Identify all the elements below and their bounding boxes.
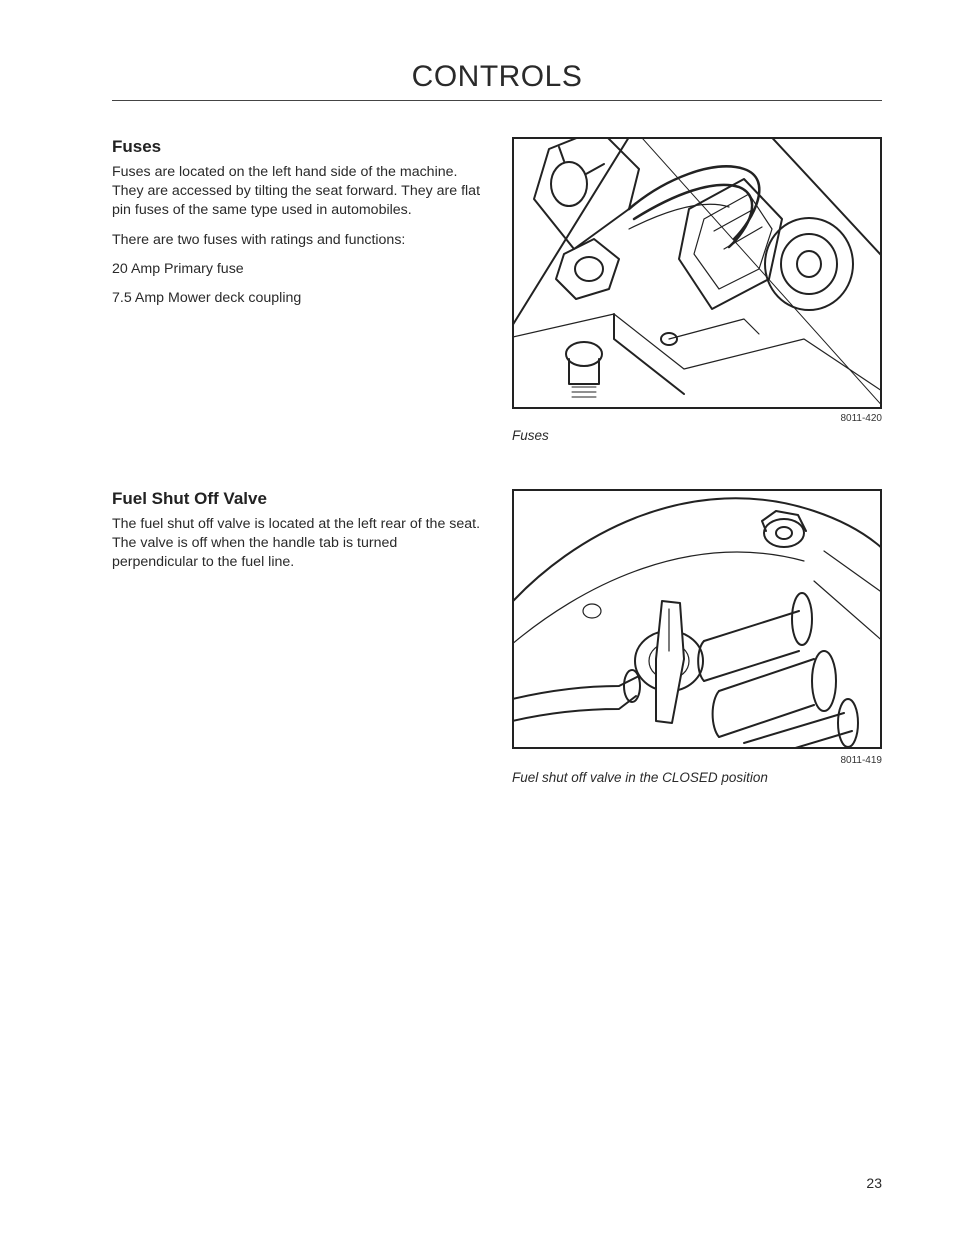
fuses-p3: 20 Amp Primary fuse (112, 260, 482, 279)
fuses-text-column: Fuses Fuses are located on the left hand… (112, 137, 482, 443)
page-title: CONTROLS (112, 60, 882, 94)
fuel-valve-text-column: Fuel Shut Off Valve The fuel shut off va… (112, 489, 482, 785)
fuses-p4: 7.5 Amp Mower deck coupling (112, 289, 482, 308)
fuses-p2: There are two fuses with ratings and fun… (112, 231, 482, 250)
page: CONTROLS Fuses Fuses are located on the … (0, 0, 954, 1235)
page-number: 23 (866, 1175, 882, 1191)
fuses-figure (512, 137, 882, 409)
fuel-valve-p1: The fuel shut off valve is located at th… (112, 515, 482, 573)
fuses-figure-caption: Fuses (512, 428, 882, 443)
fuses-heading: Fuses (112, 137, 482, 157)
fuses-figure-column: 8011-420 Fuses (512, 137, 882, 443)
fuel-valve-figure-column: 8011-419 Fuel shut off valve in the CLOS… (512, 489, 882, 785)
section-fuel-valve: Fuel Shut Off Valve The fuel shut off va… (112, 489, 882, 785)
fuel-valve-drawing-icon (514, 491, 882, 749)
fuel-valve-heading: Fuel Shut Off Valve (112, 489, 482, 509)
fuses-drawing-icon (514, 139, 882, 409)
fuel-valve-figure-number: 8011-419 (512, 755, 882, 766)
fuel-valve-figure-caption: Fuel shut off valve in the CLOSED positi… (512, 770, 882, 785)
fuses-p1: Fuses are located on the left hand side … (112, 163, 482, 221)
section-fuses: Fuses Fuses are located on the left hand… (112, 137, 882, 443)
title-rule (112, 100, 882, 101)
fuses-figure-number: 8011-420 (512, 413, 882, 424)
fuel-valve-figure (512, 489, 882, 749)
